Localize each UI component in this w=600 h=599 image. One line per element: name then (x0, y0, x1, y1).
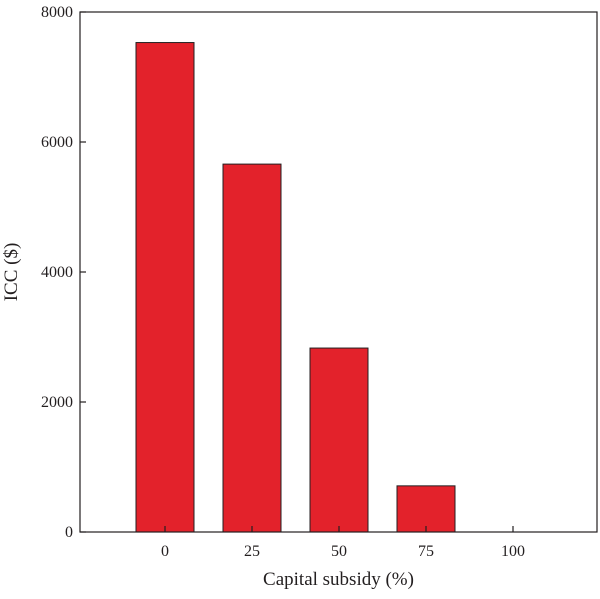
x-tick-label-25: 25 (244, 543, 260, 560)
bars-layer (135, 42, 456, 533)
axes-layer (79, 11, 598, 533)
y-axis-title: ICC ($) (1, 243, 22, 302)
labels-layer: 0 2000 4000 6000 8000 0 25 50 75 100 (41, 4, 525, 560)
x-tick-label-100: 100 (501, 543, 525, 560)
bar-0 (135, 42, 195, 533)
x-tick-label-0: 0 (161, 543, 169, 560)
bar-50 (309, 347, 369, 533)
bar-25 (222, 163, 282, 533)
x-axis-title: Capital subsidy (%) (263, 569, 414, 590)
y-tick-label-0: 0 (65, 524, 73, 541)
y-tick-label-6000: 6000 (41, 134, 73, 151)
y-tick-label-2000: 2000 (41, 394, 73, 411)
x-tick-label-50: 50 (331, 543, 347, 560)
x-tick-label-75: 75 (418, 543, 434, 560)
bar-75 (396, 485, 456, 533)
y-tick-label-4000: 4000 (41, 264, 73, 281)
y-tick-label-8000: 8000 (41, 4, 73, 21)
